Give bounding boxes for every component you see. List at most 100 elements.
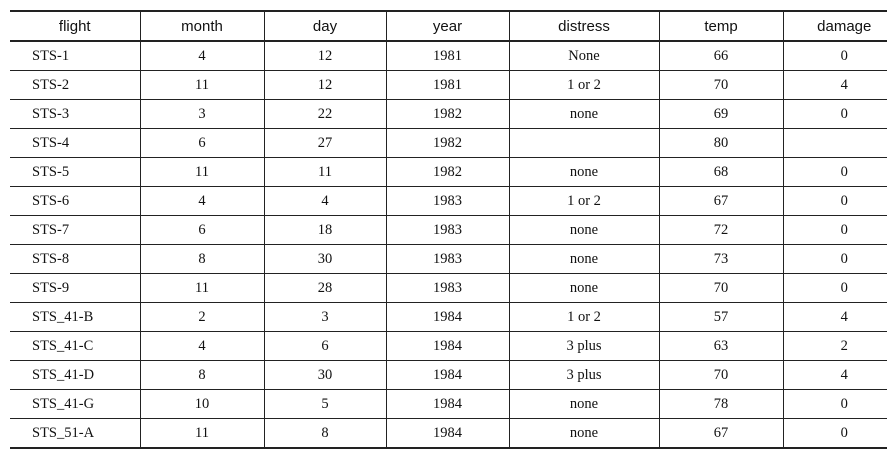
flight-cell: STS_41-B bbox=[10, 302, 141, 332]
month-cell: 2 bbox=[139, 302, 265, 332]
day-cell: 12 bbox=[263, 70, 387, 100]
year-cell: 1982 bbox=[385, 128, 510, 158]
temp-cell: 67 bbox=[658, 418, 784, 449]
header-day: day bbox=[263, 10, 387, 42]
year-cell: 1981 bbox=[385, 41, 510, 71]
damage-cell: 4 bbox=[782, 70, 887, 100]
header-year: year bbox=[385, 10, 510, 42]
table-row: STS-8 8 30 1983 none 73 0 bbox=[10, 244, 887, 274]
day-cell: 18 bbox=[263, 215, 387, 245]
day-cell: 5 bbox=[263, 389, 387, 419]
day-cell: 12 bbox=[263, 41, 387, 71]
temp-cell: 73 bbox=[658, 244, 784, 274]
table-row: STS_41-C 4 6 1984 3 plus 63 2 bbox=[10, 331, 887, 361]
distress-cell: 1 or 2 bbox=[508, 186, 660, 216]
year-cell: 1981 bbox=[385, 70, 510, 100]
distress-cell: 1 or 2 bbox=[508, 70, 660, 100]
flight-cell: STS-3 bbox=[10, 99, 141, 129]
month-cell: 4 bbox=[139, 41, 265, 71]
day-cell: 4 bbox=[263, 186, 387, 216]
temp-cell: 68 bbox=[658, 157, 784, 187]
month-cell: 10 bbox=[139, 389, 265, 419]
table-row: STS_51-A 11 8 1984 none 67 0 bbox=[10, 418, 887, 449]
damage-cell bbox=[782, 128, 887, 158]
flight-cell: STS-9 bbox=[10, 273, 141, 303]
header-flight: flight bbox=[10, 10, 141, 42]
distress-cell: None bbox=[508, 41, 660, 71]
table-row: STS-6 4 4 1983 1 or 2 67 0 bbox=[10, 186, 887, 216]
day-cell: 22 bbox=[263, 99, 387, 129]
day-cell: 27 bbox=[263, 128, 387, 158]
month-cell: 11 bbox=[139, 418, 265, 449]
damage-cell: 0 bbox=[782, 186, 887, 216]
header-temp: temp bbox=[658, 10, 784, 42]
day-cell: 6 bbox=[263, 331, 387, 361]
table-row: STS_41-G 10 5 1984 none 78 0 bbox=[10, 389, 887, 419]
table-row: STS-1 4 12 1981 None 66 0 bbox=[10, 41, 887, 71]
distress-cell: none bbox=[508, 215, 660, 245]
damage-cell: 0 bbox=[782, 418, 887, 449]
year-cell: 1982 bbox=[385, 99, 510, 129]
temp-cell: 80 bbox=[658, 128, 784, 158]
temp-cell: 70 bbox=[658, 360, 784, 390]
table-row: STS-7 6 18 1983 none 72 0 bbox=[10, 215, 887, 245]
distress-cell: none bbox=[508, 244, 660, 274]
flight-cell: STS_41-D bbox=[10, 360, 141, 390]
year-cell: 1982 bbox=[385, 157, 510, 187]
damage-cell: 0 bbox=[782, 389, 887, 419]
temp-cell: 67 bbox=[658, 186, 784, 216]
damage-cell: 4 bbox=[782, 360, 887, 390]
year-cell: 1984 bbox=[385, 418, 510, 449]
temp-cell: 72 bbox=[658, 215, 784, 245]
month-cell: 8 bbox=[139, 360, 265, 390]
distress-cell: none bbox=[508, 273, 660, 303]
damage-cell: 0 bbox=[782, 41, 887, 71]
header-distress: distress bbox=[508, 10, 660, 42]
distress-cell: none bbox=[508, 418, 660, 449]
damage-cell: 0 bbox=[782, 157, 887, 187]
month-cell: 4 bbox=[139, 331, 265, 361]
header-month: month bbox=[139, 10, 265, 42]
year-cell: 1984 bbox=[385, 389, 510, 419]
flight-cell: STS-4 bbox=[10, 128, 141, 158]
distress-cell: 1 or 2 bbox=[508, 302, 660, 332]
month-cell: 6 bbox=[139, 128, 265, 158]
table-body: STS-1 4 12 1981 None 66 0 STS-2 11 12 1981 1 or 2 70… bbox=[10, 41, 887, 449]
day-cell: 3 bbox=[263, 302, 387, 332]
distress-cell: none bbox=[508, 389, 660, 419]
flight-cell: STS-7 bbox=[10, 215, 141, 245]
temp-cell: 66 bbox=[658, 41, 784, 71]
temp-cell: 57 bbox=[658, 302, 784, 332]
month-cell: 11 bbox=[139, 70, 265, 100]
temp-cell: 63 bbox=[658, 331, 784, 361]
damage-cell: 0 bbox=[782, 244, 887, 274]
temp-cell: 69 bbox=[658, 99, 784, 129]
table-row: STS_41-B 2 3 1984 1 or 2 57 4 bbox=[10, 302, 887, 332]
day-cell: 11 bbox=[263, 157, 387, 187]
distress-cell: 3 plus bbox=[508, 331, 660, 361]
table-header-row: flight month day year distress temp dama… bbox=[10, 10, 887, 42]
header-damage: damage bbox=[782, 10, 887, 42]
year-cell: 1983 bbox=[385, 186, 510, 216]
flight-cell: STS-8 bbox=[10, 244, 141, 274]
table-row: STS-9 11 28 1983 none 70 0 bbox=[10, 273, 887, 303]
flight-cell: STS-5 bbox=[10, 157, 141, 187]
table-row: STS_41-D 8 30 1984 3 plus 70 4 bbox=[10, 360, 887, 390]
distress-cell bbox=[508, 128, 660, 158]
month-cell: 11 bbox=[139, 273, 265, 303]
table-row: STS-5 11 11 1982 none 68 0 bbox=[10, 157, 887, 187]
flight-cell: STS-6 bbox=[10, 186, 141, 216]
damage-cell: 0 bbox=[782, 215, 887, 245]
month-cell: 6 bbox=[139, 215, 265, 245]
month-cell: 11 bbox=[139, 157, 265, 187]
year-cell: 1984 bbox=[385, 302, 510, 332]
table-row: STS-4 6 27 1982 80 bbox=[10, 128, 887, 158]
damage-cell: 0 bbox=[782, 273, 887, 303]
month-cell: 4 bbox=[139, 186, 265, 216]
year-cell: 1983 bbox=[385, 244, 510, 274]
day-cell: 28 bbox=[263, 273, 387, 303]
distress-cell: none bbox=[508, 99, 660, 129]
flight-data-table: flight month day year distress temp dama… bbox=[10, 10, 887, 449]
flight-cell: STS_41-G bbox=[10, 389, 141, 419]
temp-cell: 78 bbox=[658, 389, 784, 419]
